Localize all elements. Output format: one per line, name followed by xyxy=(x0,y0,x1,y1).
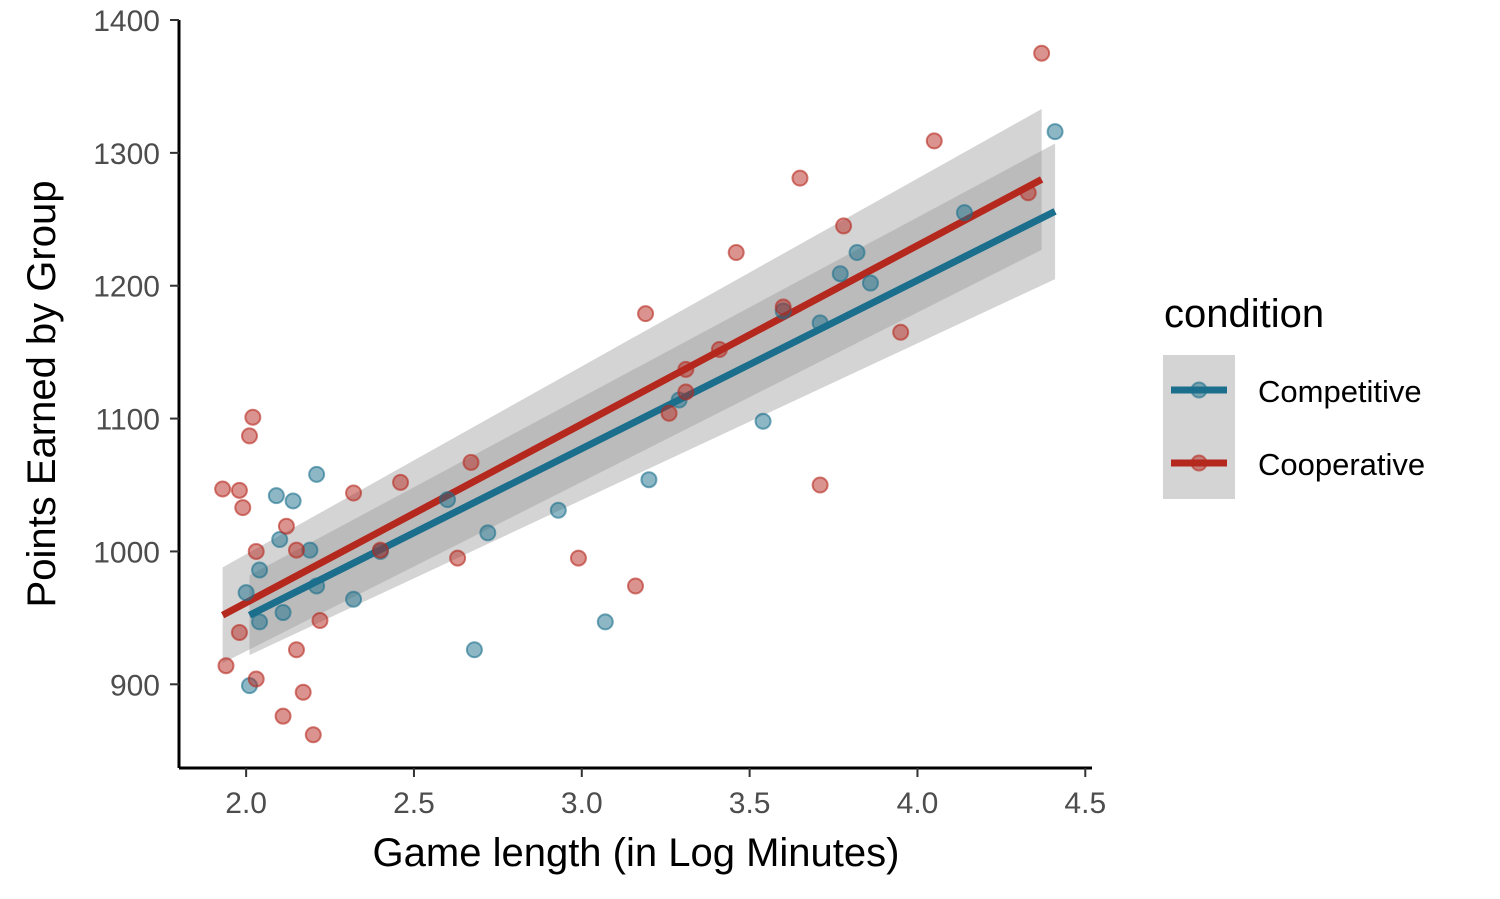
x-tick-label: 3.0 xyxy=(561,787,603,820)
data-point-cooperative xyxy=(1033,44,1051,62)
data-point-cooperative xyxy=(569,549,587,567)
x-axis-title: Game length (in Log Minutes) xyxy=(373,831,900,875)
data-point-competitive xyxy=(308,465,326,483)
data-point-competitive xyxy=(271,530,289,548)
data-point-cooperative xyxy=(774,298,792,316)
data-point-competitive xyxy=(861,274,879,292)
y-tick-label: 1100 xyxy=(95,404,160,437)
data-point-cooperative xyxy=(345,484,363,502)
data-point-cooperative xyxy=(311,612,329,630)
data-point-cooperative xyxy=(1019,184,1037,202)
data-point-cooperative xyxy=(277,517,295,535)
data-point-competitive xyxy=(439,491,457,509)
data-point-competitive xyxy=(284,492,302,510)
legend-label-cooperative: Cooperative xyxy=(1258,447,1425,482)
data-point-competitive xyxy=(251,561,269,579)
data-point-competitive xyxy=(1046,123,1064,141)
y-tick-label: 1300 xyxy=(93,138,160,171)
data-point-competitive xyxy=(848,244,866,262)
data-point-competitive xyxy=(345,590,363,608)
data-point-cooperative xyxy=(449,549,467,567)
data-point-cooperative xyxy=(247,542,265,560)
data-point-competitive xyxy=(596,613,614,631)
legend-key-competitive-point xyxy=(1190,381,1208,399)
data-point-competitive xyxy=(237,584,255,602)
data-point-cooperative xyxy=(217,657,235,675)
data-point-cooperative xyxy=(462,453,480,471)
data-point-cooperative xyxy=(925,132,943,150)
data-point-cooperative xyxy=(677,360,695,378)
data-point-cooperative xyxy=(234,499,252,517)
data-point-cooperative xyxy=(304,726,322,744)
fit-line-competitive xyxy=(247,208,1057,619)
x-tick-label: 2.0 xyxy=(225,787,267,820)
data-point-cooperative xyxy=(247,670,265,688)
legend-key-cooperative-point xyxy=(1190,454,1208,472)
data-point-cooperative xyxy=(392,473,410,491)
data-point-competitive xyxy=(267,487,285,505)
legend: condition Competitive Cooperative xyxy=(1163,292,1425,499)
confidence-band-competitive xyxy=(249,143,1056,656)
data-point-competitive xyxy=(831,265,849,283)
x-tick-label: 4.0 xyxy=(897,787,939,820)
y-tick-label: 1400 xyxy=(93,5,160,38)
data-point-competitive xyxy=(251,613,269,631)
data-point-cooperative xyxy=(811,476,829,494)
data-point-cooperative xyxy=(287,541,305,559)
data-point-cooperative xyxy=(244,408,262,426)
data-point-cooperative xyxy=(677,383,695,401)
legend-title: condition xyxy=(1164,292,1324,336)
legend-key-background xyxy=(1163,355,1235,499)
data-point-cooperative xyxy=(230,481,248,499)
x-tick-label: 2.5 xyxy=(393,787,435,820)
x-tick-label: 4.5 xyxy=(1064,787,1106,820)
data-point-cooperative xyxy=(637,305,655,323)
data-point-competitive xyxy=(955,204,973,222)
data-point-cooperative xyxy=(710,340,728,358)
data-point-cooperative xyxy=(240,427,258,445)
data-point-competitive xyxy=(640,471,658,489)
data-point-competitive xyxy=(465,641,483,659)
data-point-competitive xyxy=(274,604,292,622)
data-point-cooperative xyxy=(835,217,853,235)
data-point-competitive xyxy=(308,577,326,595)
data-point-cooperative xyxy=(287,641,305,659)
y-tick-label: 900 xyxy=(110,669,160,702)
y-axis-ticks: 900 1000 1100 1200 1300 1400 xyxy=(93,5,179,702)
fit-line-cooperative xyxy=(220,176,1044,619)
y-axis-title: Points Earned by Group xyxy=(20,181,64,608)
y-tick-label: 1200 xyxy=(93,271,160,304)
data-point-competitive xyxy=(811,314,829,332)
legend-label-competitive: Competitive xyxy=(1258,374,1422,409)
x-tick-label: 3.5 xyxy=(729,787,771,820)
data-point-cooperative xyxy=(230,623,248,641)
data-point-competitive xyxy=(479,524,497,542)
data-point-cooperative xyxy=(274,707,292,725)
data-point-cooperative xyxy=(660,404,678,422)
data-point-cooperative xyxy=(791,169,809,187)
data-points xyxy=(214,44,1064,744)
data-point-cooperative xyxy=(371,541,389,559)
data-point-competitive xyxy=(549,501,567,519)
data-point-cooperative xyxy=(214,480,232,498)
data-point-cooperative xyxy=(727,244,745,262)
data-point-cooperative xyxy=(892,323,910,341)
y-tick-label: 1000 xyxy=(93,536,160,569)
x-axis-ticks: 2.0 2.5 3.0 3.5 4.0 4.5 xyxy=(225,768,1106,820)
data-point-competitive xyxy=(754,412,772,430)
data-point-cooperative xyxy=(294,683,312,701)
data-point-cooperative xyxy=(627,577,644,595)
